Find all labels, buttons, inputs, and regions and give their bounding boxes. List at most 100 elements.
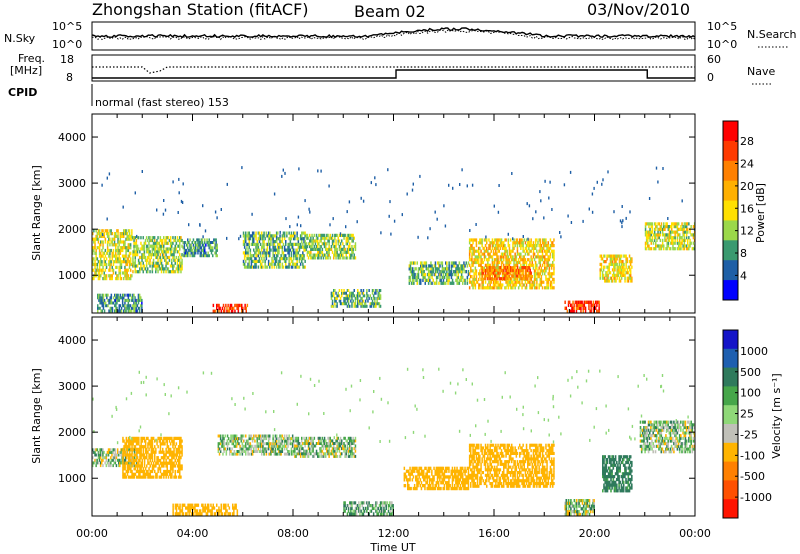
power-cell <box>176 238 179 243</box>
power-cell <box>446 270 448 274</box>
power-cell <box>217 303 219 308</box>
power-cell <box>568 300 571 304</box>
power-cell <box>487 266 489 270</box>
velocity-cell <box>168 453 171 457</box>
power-cell <box>98 274 101 278</box>
power-cell <box>116 274 118 278</box>
power-cell <box>266 251 269 255</box>
power-cell <box>550 286 553 290</box>
velocity-cell <box>166 472 168 476</box>
velocity-cell <box>168 469 171 474</box>
power-cell <box>201 241 204 244</box>
velocity-cell <box>139 464 141 468</box>
power-scatter-cell <box>276 235 278 239</box>
power-cell <box>471 238 473 242</box>
velocity-cell <box>267 439 270 443</box>
power-cell <box>674 230 676 234</box>
power-cell <box>525 283 528 287</box>
velocity-cell <box>224 434 226 438</box>
power-cell <box>254 257 256 261</box>
velocity-cell <box>265 434 268 438</box>
power-cell <box>298 254 301 258</box>
power-cell <box>374 299 376 303</box>
power-cell <box>346 250 349 254</box>
velocity-cell <box>275 439 278 443</box>
power-cell <box>445 272 447 277</box>
power-cell <box>484 286 487 290</box>
power-cell <box>471 283 473 287</box>
power-cell <box>690 225 692 229</box>
power-cell <box>530 277 532 281</box>
power-cell <box>106 240 109 244</box>
power-cell <box>524 268 527 272</box>
power-cell <box>623 265 625 269</box>
power-cell <box>648 247 650 251</box>
velocity-cell <box>266 442 269 446</box>
power-cell <box>258 234 261 238</box>
power-cell <box>187 238 189 242</box>
power-cell <box>692 236 695 240</box>
power-cell <box>105 274 108 278</box>
velocity-cell <box>171 475 173 479</box>
power-cell <box>470 244 472 248</box>
power-cell <box>489 255 491 259</box>
power-cell <box>147 255 149 260</box>
power-cell <box>357 289 359 292</box>
power-cell <box>148 236 150 240</box>
power-cell <box>472 263 474 267</box>
power-cell <box>344 291 346 295</box>
power-cell <box>482 271 485 275</box>
velocity-cell <box>150 436 153 440</box>
power-cell <box>123 293 125 297</box>
power-cell <box>434 281 437 285</box>
power-cell <box>119 268 122 272</box>
velocity-cell <box>257 442 260 446</box>
power-cell <box>614 265 616 269</box>
power-cell <box>215 248 217 252</box>
power-cell <box>604 279 606 283</box>
power-cell <box>687 247 689 251</box>
velocity-cell <box>136 461 139 465</box>
power-cell <box>492 249 495 253</box>
velocity-cell <box>248 442 250 446</box>
power-cell <box>693 238 695 242</box>
power-cell <box>597 300 599 304</box>
power-cell <box>341 233 343 237</box>
power-cell <box>550 280 553 284</box>
velocity-cell <box>136 456 139 460</box>
power-cell <box>541 246 544 250</box>
power-scatter-cell <box>163 199 165 202</box>
power-cell <box>125 248 127 253</box>
power-cell <box>112 271 115 275</box>
power-cell <box>97 268 100 272</box>
velocity-cell <box>155 447 157 451</box>
velocity-cell <box>218 512 220 516</box>
velocity-cell <box>164 453 166 457</box>
power-cell <box>129 260 132 264</box>
power-cell <box>343 299 345 303</box>
power-cell <box>285 248 287 252</box>
power-cell <box>209 246 212 250</box>
power-cell <box>480 266 482 270</box>
velocity-cell <box>98 456 101 460</box>
power-cell <box>305 247 308 251</box>
power-cell <box>143 255 146 260</box>
power-cell <box>493 260 496 265</box>
power-cell <box>545 249 547 253</box>
power-cell <box>259 265 262 269</box>
velocity-cell <box>130 464 132 468</box>
power-cell <box>119 271 122 275</box>
power-cell <box>677 222 680 226</box>
power-cell <box>149 264 151 268</box>
power-cell <box>474 283 477 287</box>
power-cell <box>243 245 246 249</box>
power-cell <box>111 265 113 269</box>
velocity-cell <box>257 434 260 438</box>
velocity-cell <box>143 464 146 468</box>
power-cell <box>352 256 354 260</box>
power-cell <box>315 236 318 240</box>
power-cell <box>478 241 480 245</box>
power-cell <box>536 263 538 267</box>
power-cell <box>376 289 378 292</box>
velocity-cell <box>94 458 96 462</box>
